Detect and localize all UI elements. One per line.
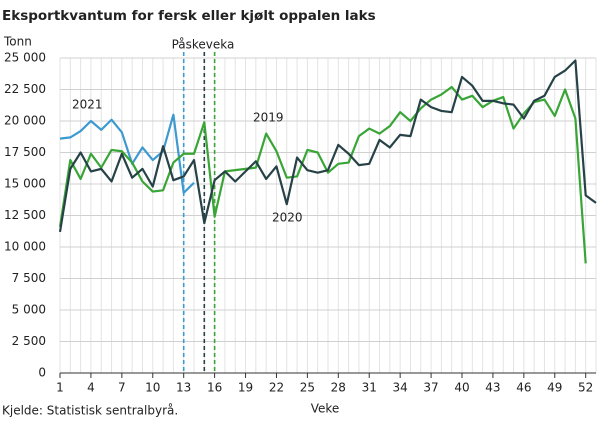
x-tick-label: 19 bbox=[238, 381, 253, 395]
y-tick-label: 17 500 bbox=[4, 145, 46, 159]
x-tick-label: 7 bbox=[118, 381, 126, 395]
x-tick-label: 16 bbox=[207, 381, 222, 395]
x-tick-label: 31 bbox=[362, 381, 377, 395]
x-tick-label: 1 bbox=[56, 381, 64, 395]
chart-title: Eksportkvantum for fersk eller kjølt opp… bbox=[2, 8, 376, 24]
series-line bbox=[58, 59, 597, 233]
y-tick-label: 10 000 bbox=[4, 240, 46, 254]
x-tick-label: 28 bbox=[331, 381, 346, 395]
y-tick-label: 12 500 bbox=[4, 208, 46, 222]
y-axis-label: Tonn bbox=[3, 35, 32, 49]
x-tick-label: 52 bbox=[578, 381, 593, 395]
x-tick-label: 10 bbox=[145, 381, 160, 395]
y-tick-label: 25 000 bbox=[4, 51, 46, 65]
series-line bbox=[58, 85, 587, 264]
series-label: 2020 bbox=[272, 211, 303, 225]
y-tick-label: 2 500 bbox=[12, 334, 46, 348]
y-tick-label: 7 500 bbox=[12, 271, 46, 285]
series-label: 2019 bbox=[253, 111, 284, 125]
y-tick-label: 5 000 bbox=[12, 303, 46, 317]
x-tick-label: 43 bbox=[485, 381, 500, 395]
annotation: Påskeveka bbox=[172, 38, 235, 52]
x-axis-label: Veke bbox=[311, 402, 340, 416]
x-tick-label: 37 bbox=[423, 381, 438, 395]
y-tick-label: 22 500 bbox=[4, 82, 46, 96]
x-tick-label: 25 bbox=[300, 381, 315, 395]
x-tick-label: 22 bbox=[269, 381, 284, 395]
x-tick-label: 34 bbox=[393, 381, 408, 395]
source: Kjelde: Statistisk sentralbyrå. bbox=[2, 404, 178, 418]
y-tick-label: 0 bbox=[38, 366, 46, 380]
x-tick-label: 13 bbox=[176, 381, 191, 395]
x-tick-label: 40 bbox=[454, 381, 469, 395]
y-tick-label: 20 000 bbox=[4, 114, 46, 128]
series-line bbox=[59, 113, 195, 194]
x-tick-label: 46 bbox=[516, 381, 531, 395]
y-tick-label: 15 000 bbox=[4, 177, 46, 191]
x-tick-label: 49 bbox=[547, 381, 562, 395]
series-label: 2021 bbox=[72, 98, 103, 112]
x-tick-label: 4 bbox=[87, 381, 95, 395]
